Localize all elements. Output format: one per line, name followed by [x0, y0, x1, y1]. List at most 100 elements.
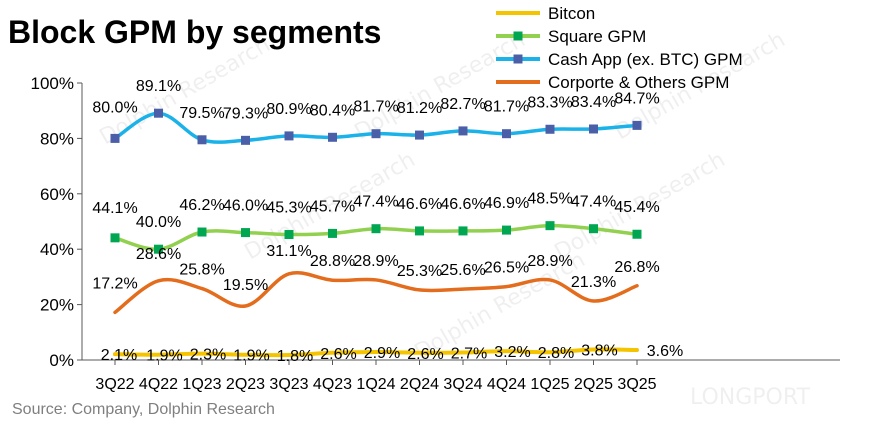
data-point-cash-app-ex-btc-gpm: [284, 131, 294, 141]
data-label-cash-app-ex-btc-gpm: 83.3%: [527, 94, 572, 111]
data-point-square-gpm: [545, 221, 555, 231]
data-label-bitcon: 2.1%: [101, 347, 137, 364]
series-layer: [110, 108, 642, 358]
source-note: Source: Company, Dolphin Research: [12, 401, 275, 418]
data-label-corporte-others-gpm: 19.5%: [223, 277, 268, 294]
data-label-square-gpm: 46.6%: [397, 196, 442, 213]
data-label-corporte-others-gpm: 28.6%: [136, 246, 181, 263]
data-point-square-gpm: [154, 244, 163, 254]
legend-marker: [513, 54, 523, 64]
data-point-square-gpm: [241, 228, 250, 238]
data-label-corporte-others-gpm: 25.6%: [440, 262, 485, 279]
data-label-corporte-others-gpm: 31.1%: [266, 243, 311, 260]
legend-label: Square GPM: [548, 27, 646, 46]
data-label-corporte-others-gpm: 26.8%: [614, 259, 659, 276]
x-tick-label: 4Q23: [313, 376, 352, 393]
series-line-corporte-others-gpm: [113, 271, 639, 315]
data-point-square-gpm: [458, 226, 468, 236]
data-label-corporte-others-gpm: 28.8%: [310, 253, 355, 270]
data-label-square-gpm: 46.9%: [484, 195, 529, 212]
axis-layer: 0% 20% 40% 60% 80% 100% 3Q22 4Q22 1Q23 2Q23 3Q23 4Q…: [31, 74, 840, 393]
x-tick-label: 4Q24: [487, 376, 526, 393]
data-label-bitcon: 1.8%: [277, 348, 313, 365]
data-label-square-gpm: 44.1%: [92, 200, 137, 217]
data-point-cash-app-ex-btc-gpm: [241, 135, 250, 145]
data-point-cash-app-ex-btc-gpm: [545, 124, 555, 134]
data-label-corporte-others-gpm: 26.5%: [484, 260, 529, 277]
watermark-longport: LONGPORT: [690, 385, 811, 410]
legend-label: Corporte & Others GPM: [548, 73, 729, 92]
data-point-cash-app-ex-btc-gpm: [632, 120, 642, 130]
legend: Bitcon Square GPM Cash App (ex. BTC) GPM Co…: [496, 4, 743, 92]
data-point-square-gpm: [415, 226, 424, 236]
data-label-corporte-others-gpm: 25.8%: [179, 262, 224, 279]
data-label-cash-app-ex-btc-gpm: 83.4%: [571, 94, 616, 111]
data-label-cash-app-ex-btc-gpm: 79.5%: [179, 105, 224, 122]
data-label-cash-app-ex-btc-gpm: 89.1%: [136, 78, 181, 95]
data-label-square-gpm: 46.0%: [223, 198, 268, 215]
x-tick-label: 1Q24: [356, 376, 395, 393]
series-corporte-others-gpm: [113, 271, 639, 315]
data-label-square-gpm: 48.5%: [527, 191, 572, 208]
data-label-square-gpm: 45.4%: [614, 199, 659, 216]
data-label-bitcon: 2.7%: [451, 346, 487, 363]
x-tick-label: 1Q23: [182, 376, 221, 393]
data-label-bitcon: 2.6%: [407, 346, 443, 363]
data-label-cash-app-ex-btc-gpm: 80.4%: [310, 102, 355, 119]
data-label-corporte-others-gpm: 25.3%: [397, 263, 442, 280]
data-label-corporte-others-gpm: 28.9%: [353, 253, 398, 270]
x-tick-label: 3Q22: [95, 376, 134, 393]
data-point-cash-app-ex-btc-gpm: [371, 129, 381, 139]
x-tick-label: 2Q24: [400, 376, 439, 393]
data-point-square-gpm: [284, 230, 294, 240]
data-label-bitcon: 2.3%: [190, 347, 226, 364]
y-tick-label: 60%: [40, 185, 74, 204]
data-label-cash-app-ex-btc-gpm: 80.0%: [92, 99, 137, 116]
data-point-cash-app-ex-btc-gpm: [328, 132, 337, 142]
data-point-square-gpm: [197, 227, 207, 237]
data-label-corporte-others-gpm: 17.2%: [92, 275, 137, 292]
data-point-square-gpm: [502, 225, 511, 235]
data-point-square-gpm: [110, 233, 120, 243]
data-label-bitcon: 3.8%: [581, 342, 617, 359]
data-point-cash-app-ex-btc-gpm: [197, 135, 207, 145]
data-point-cash-app-ex-btc-gpm: [415, 130, 424, 140]
x-tick-label: 2Q25: [574, 376, 613, 393]
data-label-bitcon: 1.9%: [146, 348, 182, 365]
chart-title: Block GPM by segments: [8, 14, 382, 50]
legend-label: Bitcon: [548, 4, 595, 23]
data-label-bitcon: 2.9%: [364, 345, 400, 362]
data-label-cash-app-ex-btc-gpm: 84.7%: [614, 90, 659, 107]
data-label-square-gpm: 45.3%: [266, 200, 311, 217]
data-label-square-gpm: 47.4%: [353, 194, 398, 211]
legend-item-corporte-others-gpm: Corporte & Others GPM: [496, 73, 729, 92]
data-label-corporte-others-gpm: 21.3%: [571, 274, 616, 291]
y-tick-label: 20%: [40, 296, 74, 315]
data-label-bitcon: 1.9%: [233, 348, 269, 365]
data-point-square-gpm: [371, 224, 381, 234]
y-tick-label: 80%: [40, 129, 74, 148]
data-label-cash-app-ex-btc-gpm: 80.9%: [266, 101, 311, 118]
x-tick-label: 3Q24: [443, 376, 482, 393]
data-point-cash-app-ex-btc-gpm: [502, 129, 511, 139]
y-tick-label: 0%: [49, 351, 74, 370]
series-bitcon: [113, 347, 639, 358]
data-label-square-gpm: 45.7%: [310, 198, 355, 215]
data-point-cash-app-ex-btc-gpm: [154, 108, 163, 118]
data-point-cash-app-ex-btc-gpm: [110, 133, 120, 143]
data-point-cash-app-ex-btc-gpm: [589, 124, 598, 134]
legend-marker: [513, 31, 523, 41]
data-label-bitcon: 2.8%: [538, 345, 574, 362]
legend-item-bitcon: Bitcon: [496, 4, 595, 23]
data-point-square-gpm: [328, 228, 337, 238]
data-label-square-gpm: 46.2%: [179, 197, 224, 214]
data-label-cash-app-ex-btc-gpm: 82.7%: [440, 96, 485, 113]
x-tick-label: 3Q23: [269, 376, 308, 393]
data-label-bitcon: 3.6%: [647, 343, 683, 360]
x-tick-label: 1Q25: [530, 376, 569, 393]
data-label-layer: 2.1% 1.9% 2.3% 1.9% 1.8% 2.6% 2.9% 2.6% 2.7% 3.2%…: [92, 78, 683, 365]
series-cash-app-ex-btc-gpm: [110, 108, 642, 145]
series-square-gpm: [110, 221, 642, 254]
